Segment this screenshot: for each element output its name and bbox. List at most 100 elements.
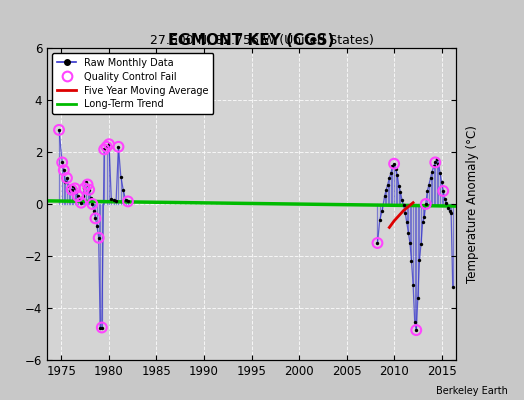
Point	[430, 163, 438, 170]
Point	[119, 186, 127, 193]
Point	[417, 241, 425, 248]
Point	[114, 144, 123, 150]
Point	[96, 324, 104, 331]
Point	[419, 219, 427, 225]
Point	[112, 198, 121, 205]
Point	[390, 160, 398, 167]
Point	[82, 179, 90, 185]
Point	[373, 240, 381, 246]
Point	[79, 193, 87, 199]
Point	[444, 205, 452, 211]
Point	[447, 210, 455, 216]
Point	[77, 200, 85, 206]
Point	[72, 189, 81, 196]
Point	[88, 201, 96, 207]
Point	[105, 141, 113, 147]
Point	[114, 144, 123, 150]
Point	[421, 201, 430, 207]
Point	[117, 174, 125, 180]
Point	[110, 197, 118, 203]
Point	[80, 185, 89, 192]
Point	[412, 327, 420, 333]
Point	[122, 197, 130, 203]
Text: Berkeley Earth: Berkeley Earth	[436, 386, 508, 396]
Point	[416, 257, 424, 263]
Point	[409, 282, 417, 288]
Point	[438, 179, 446, 185]
Point	[71, 185, 79, 192]
Title: EGMONT KEY (CGS): EGMONT KEY (CGS)	[168, 33, 335, 48]
Point	[100, 146, 108, 153]
Point	[395, 182, 403, 189]
Point	[80, 185, 89, 192]
Point	[410, 319, 419, 326]
Point	[77, 200, 85, 206]
Point	[388, 163, 397, 170]
Point	[402, 219, 411, 225]
Point	[423, 188, 432, 194]
Point	[398, 197, 406, 203]
Point	[376, 216, 384, 223]
Point	[66, 186, 74, 193]
Point	[385, 175, 394, 181]
Point	[90, 207, 98, 214]
Point	[399, 202, 408, 208]
Point	[63, 175, 71, 181]
Point	[88, 201, 96, 207]
Point	[97, 324, 106, 331]
Point	[83, 181, 92, 188]
Point	[393, 172, 401, 178]
Point	[93, 223, 101, 229]
Point	[100, 146, 108, 153]
Point	[60, 167, 68, 174]
Point	[407, 258, 416, 264]
Point	[420, 214, 429, 220]
Point	[68, 186, 76, 193]
Point	[60, 167, 68, 174]
Point	[102, 144, 111, 150]
Point	[401, 210, 409, 216]
Point	[427, 175, 435, 181]
Point	[431, 159, 440, 166]
Point	[378, 207, 386, 214]
Point	[69, 182, 78, 189]
Point	[124, 198, 132, 205]
Point	[74, 193, 82, 199]
Point	[71, 185, 79, 192]
Point	[442, 200, 451, 206]
Point	[421, 201, 430, 207]
Point	[391, 166, 400, 172]
Point	[412, 327, 420, 333]
Point	[58, 159, 67, 166]
Point	[384, 181, 392, 188]
Point	[91, 215, 100, 222]
Point	[85, 186, 93, 193]
Point	[91, 215, 100, 222]
Point	[105, 141, 113, 147]
Point	[445, 207, 454, 214]
Point	[406, 240, 414, 246]
Point	[449, 284, 457, 290]
Point	[434, 160, 443, 167]
Point	[413, 294, 422, 301]
Point	[404, 229, 412, 236]
Point	[382, 186, 390, 193]
Point	[428, 168, 436, 175]
Point	[107, 196, 115, 202]
Point	[86, 194, 95, 201]
Point	[439, 188, 447, 194]
Text: 27.600 N, 82.756 W (United States): 27.600 N, 82.756 W (United States)	[150, 34, 374, 47]
Legend: Raw Monthly Data, Quality Control Fail, Five Year Moving Average, Long-Term Tren: Raw Monthly Data, Quality Control Fail, …	[52, 53, 213, 114]
Point	[433, 155, 441, 162]
Point	[55, 127, 63, 133]
Point	[436, 170, 444, 176]
Point	[61, 179, 70, 185]
Point	[102, 144, 111, 150]
Point	[390, 160, 398, 167]
Point	[83, 181, 92, 188]
Point	[68, 186, 76, 193]
Point	[396, 189, 405, 196]
Point	[55, 127, 63, 133]
Point	[85, 186, 93, 193]
Point	[387, 170, 395, 176]
